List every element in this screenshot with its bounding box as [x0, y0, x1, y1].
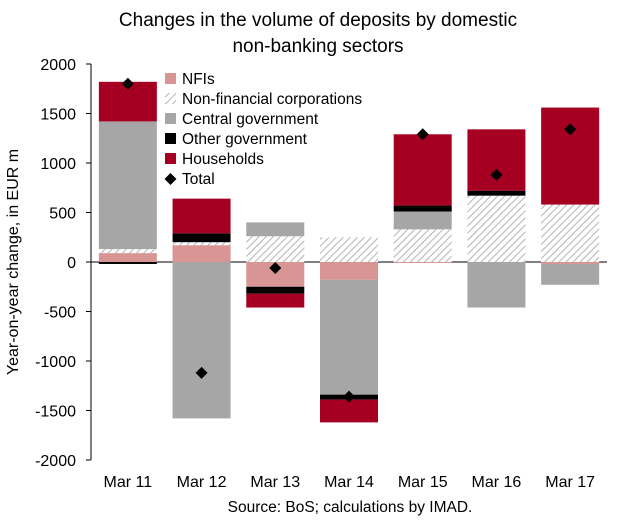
bar-segment-non-financial-corporations	[541, 204, 600, 262]
bar-segment-central-government	[393, 211, 452, 230]
bar-segment-households	[393, 134, 452, 206]
legend-swatch-central-government	[165, 113, 176, 124]
legend-label: Non-financial corporations	[182, 91, 362, 108]
legend-swatch-total	[164, 173, 177, 185]
chart-title-line-2: non-banking sectors	[232, 36, 403, 57]
source-note: Source: BoS; calculations by IMAD.	[228, 499, 473, 516]
bar-segment-households	[541, 107, 600, 205]
bar-segment-central-government	[172, 262, 231, 419]
bar-segment-households	[467, 129, 526, 191]
y-tick-label: 1500	[40, 107, 76, 124]
legend-swatch-households	[165, 153, 176, 164]
y-tick-label: -1000	[35, 354, 76, 371]
legend: NFIs Non-financial corporations Central go…	[164, 71, 362, 188]
bar-segment-central-government	[246, 222, 305, 237]
bar-segment-other-government	[467, 190, 526, 196]
bar-segment-nfis	[98, 253, 157, 262]
bar-segment-other-government	[246, 286, 305, 294]
y-tick-label: -2000	[35, 453, 76, 470]
total-marker	[564, 123, 577, 136]
bar-segment-nfis	[541, 262, 600, 264]
bar-segment-households	[320, 399, 378, 423]
legend-label: Central government	[182, 111, 319, 128]
legend-label: NFIs	[182, 71, 215, 88]
x-tick-label: Mar 17	[545, 474, 595, 491]
x-tick-label: Mar 11	[104, 474, 153, 491]
total-marker	[121, 77, 134, 90]
total-marker	[269, 261, 282, 274]
legend-label: Total	[182, 171, 215, 188]
bar-stacks	[98, 81, 600, 423]
bar-segment-non-financial-corporations	[320, 237, 378, 262]
bar-segment-central-government	[320, 279, 378, 395]
bar-segment-central-government	[98, 121, 157, 250]
total-marker	[490, 168, 503, 181]
y-tick-label: 2000	[40, 57, 76, 74]
bar-segment-non-financial-corporations	[393, 229, 452, 262]
x-tick-label: Mar 13	[250, 474, 300, 491]
x-tick-label: Mar 12	[177, 474, 227, 491]
bar-segment-households	[246, 293, 305, 308]
legend-swatch-other-government	[165, 133, 176, 144]
y-tick-label: 1000	[40, 156, 76, 173]
bar-segment-non-financial-corporations	[246, 236, 305, 262]
legend-swatch-non-financial-corporations	[165, 93, 176, 104]
chart-title-line-1: Changes in the volume of deposits by dom…	[119, 10, 517, 31]
y-tick-label: 500	[49, 206, 76, 223]
bar-segment-nfis	[172, 245, 231, 262]
bar-segment-other-government	[172, 233, 231, 243]
bar-segment-non-financial-corporations	[98, 249, 157, 254]
bar-segment-nfis	[320, 262, 378, 280]
total-marker	[195, 366, 208, 379]
bar-segment-households	[172, 198, 231, 234]
y-axis-label: Year-on-year change, in EUR m	[5, 149, 22, 375]
total-markers	[121, 77, 577, 403]
total-marker	[416, 128, 429, 141]
y-axis-ticks: -2000 -1500 -1000 -500 0 500 1000 1500 2000	[35, 57, 91, 470]
bar-segment-non-financial-corporations	[467, 195, 526, 262]
total-marker	[343, 390, 355, 403]
x-tick-label: Mar 14	[324, 474, 374, 491]
x-tick-label: Mar 15	[398, 474, 448, 491]
bar-segment-other-government	[98, 262, 157, 264]
legend-label: Households	[182, 151, 264, 168]
y-tick-label: 0	[67, 255, 76, 272]
x-tick-label: Mar 16	[472, 474, 522, 491]
bar-segment-central-government	[467, 262, 526, 308]
bar-segment-nfis	[393, 262, 452, 263]
y-tick-label: -1500	[35, 404, 76, 421]
bar-segment-central-government	[541, 263, 600, 285]
y-tick-label: -500	[44, 305, 76, 322]
x-axis-ticks: Mar 11 Mar 12 Mar 13 Mar 14 Mar 15 Mar 16 Mar …	[104, 474, 596, 491]
legend-swatch-nfis	[165, 73, 176, 84]
bar-segment-other-government	[393, 205, 452, 212]
legend-label: Other government	[182, 131, 308, 148]
bar-segment-non-financial-corporations	[172, 242, 231, 246]
